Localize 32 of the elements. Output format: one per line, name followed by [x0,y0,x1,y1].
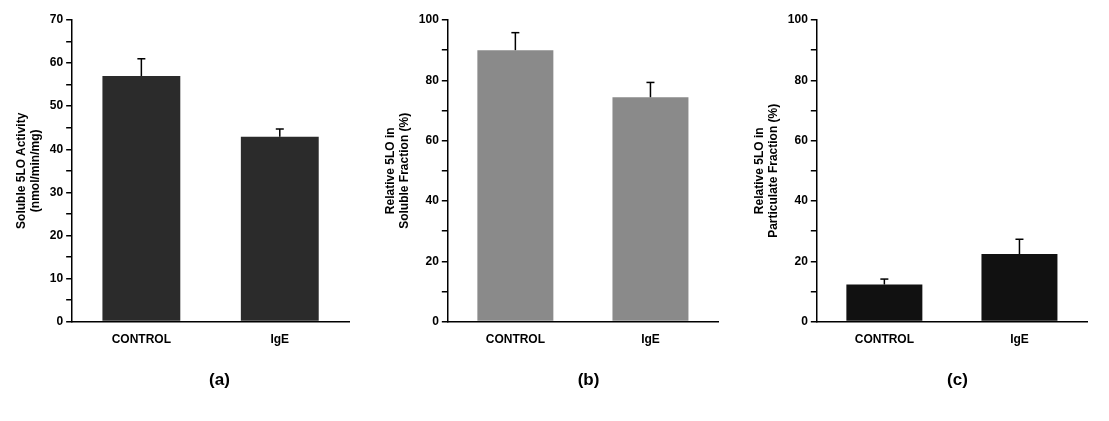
x-tick-label: IgE [270,332,290,347]
y-tick-label: 80 [425,72,440,87]
y-tick-label: 60 [794,132,809,147]
y-axis-title: Soluble 5LO Activity (nmol/min/mg) [13,112,42,229]
y-tick-label: 40 [425,193,440,208]
y-tick-label: 20 [49,227,64,242]
y-axis-title: Relative 5LO in Soluble Fraction (%) [382,112,411,229]
x-tick-label: IgE [1010,332,1029,347]
y-tick-label: 60 [425,132,440,147]
y-tick-label: 100 [418,12,440,27]
y-axis-title: Relative 5LO in Particulate Fraction (%) [751,103,780,238]
text: (a) [209,370,230,389]
text: (c) [947,370,968,389]
y-tick-label: 100 [787,12,809,27]
y-tick-label: 30 [49,184,64,199]
y-tick-label: 70 [49,12,64,27]
y-tick-label: 40 [49,141,64,156]
x-tick-label: IgE [641,332,660,347]
y-tick-label: 60 [49,55,64,70]
y-tick-label: 80 [794,72,809,87]
x-tick-label: CONTROL [485,332,546,347]
x-tick-label: CONTROL [854,332,915,347]
y-tick-label: 20 [425,253,440,268]
y-tick-label: 20 [794,253,809,268]
y-tick-label: 50 [49,98,64,113]
y-tick-label: 0 [432,313,440,328]
y-tick-label: 0 [56,313,64,328]
x-tick-label: CONTROL [111,332,172,347]
y-tick-label: 10 [49,270,64,285]
text: (b) [577,370,600,389]
y-tick-label: 0 [801,313,809,328]
y-tick-label: 40 [794,193,809,208]
